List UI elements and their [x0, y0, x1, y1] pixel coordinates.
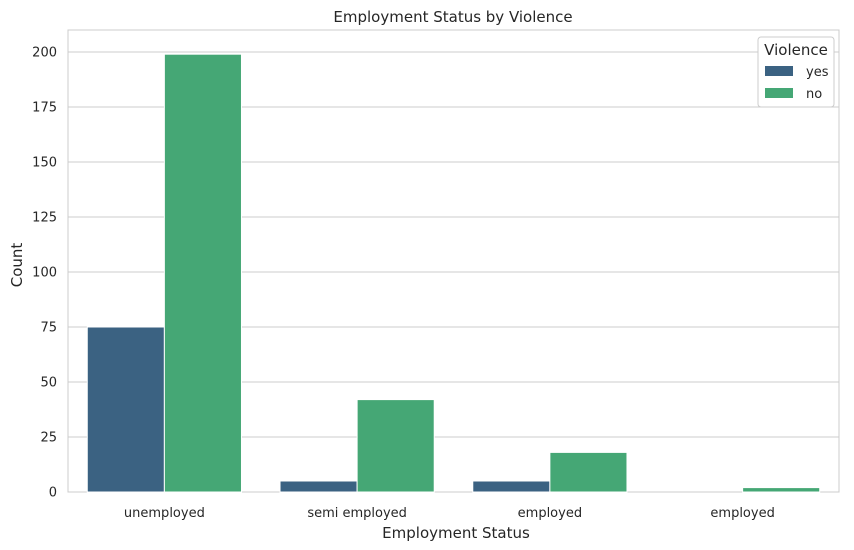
legend-label-no: no: [806, 87, 822, 102]
y-tick-label: 0: [49, 486, 57, 501]
x-axis-label: Employment Status: [382, 524, 530, 542]
bar-no: [163, 53, 242, 493]
bar-no: [549, 451, 628, 493]
chart-title: Employment Status by Violence: [333, 8, 572, 26]
legend-swatch-no: [765, 88, 793, 98]
y-tick-label: 125: [32, 211, 57, 226]
bar-no: [742, 487, 821, 493]
y-tick-label: 50: [40, 376, 57, 391]
y-tick-labels: 0 25 50 75 100 125 150 175 200: [32, 46, 57, 501]
y-tick-label: 75: [40, 321, 57, 336]
x-tick-label: semi employed: [307, 506, 407, 521]
legend: Violence yes no: [757, 36, 835, 108]
bar-no: [356, 399, 435, 493]
y-tick-label: 25: [40, 431, 57, 446]
legend-title: Violence: [764, 41, 828, 59]
legend-label-yes: yes: [806, 65, 829, 80]
x-tick-label: employed: [710, 506, 774, 521]
x-tick-labels: unemployed semi employed employed employed: [124, 506, 775, 521]
bars: [86, 53, 821, 493]
legend-swatch-yes: [765, 66, 793, 76]
y-tick-label: 100: [32, 266, 57, 281]
y-tick-label: 175: [32, 101, 57, 116]
bar-yes: [472, 480, 551, 493]
y-tick-label: 150: [32, 156, 57, 171]
bar-yes: [86, 326, 165, 493]
bar-yes: [279, 480, 358, 493]
y-tick-label: 200: [32, 46, 57, 61]
x-tick-label: unemployed: [124, 506, 205, 521]
x-tick-label: employed: [518, 506, 582, 521]
y-axis-label: Count: [8, 243, 26, 288]
